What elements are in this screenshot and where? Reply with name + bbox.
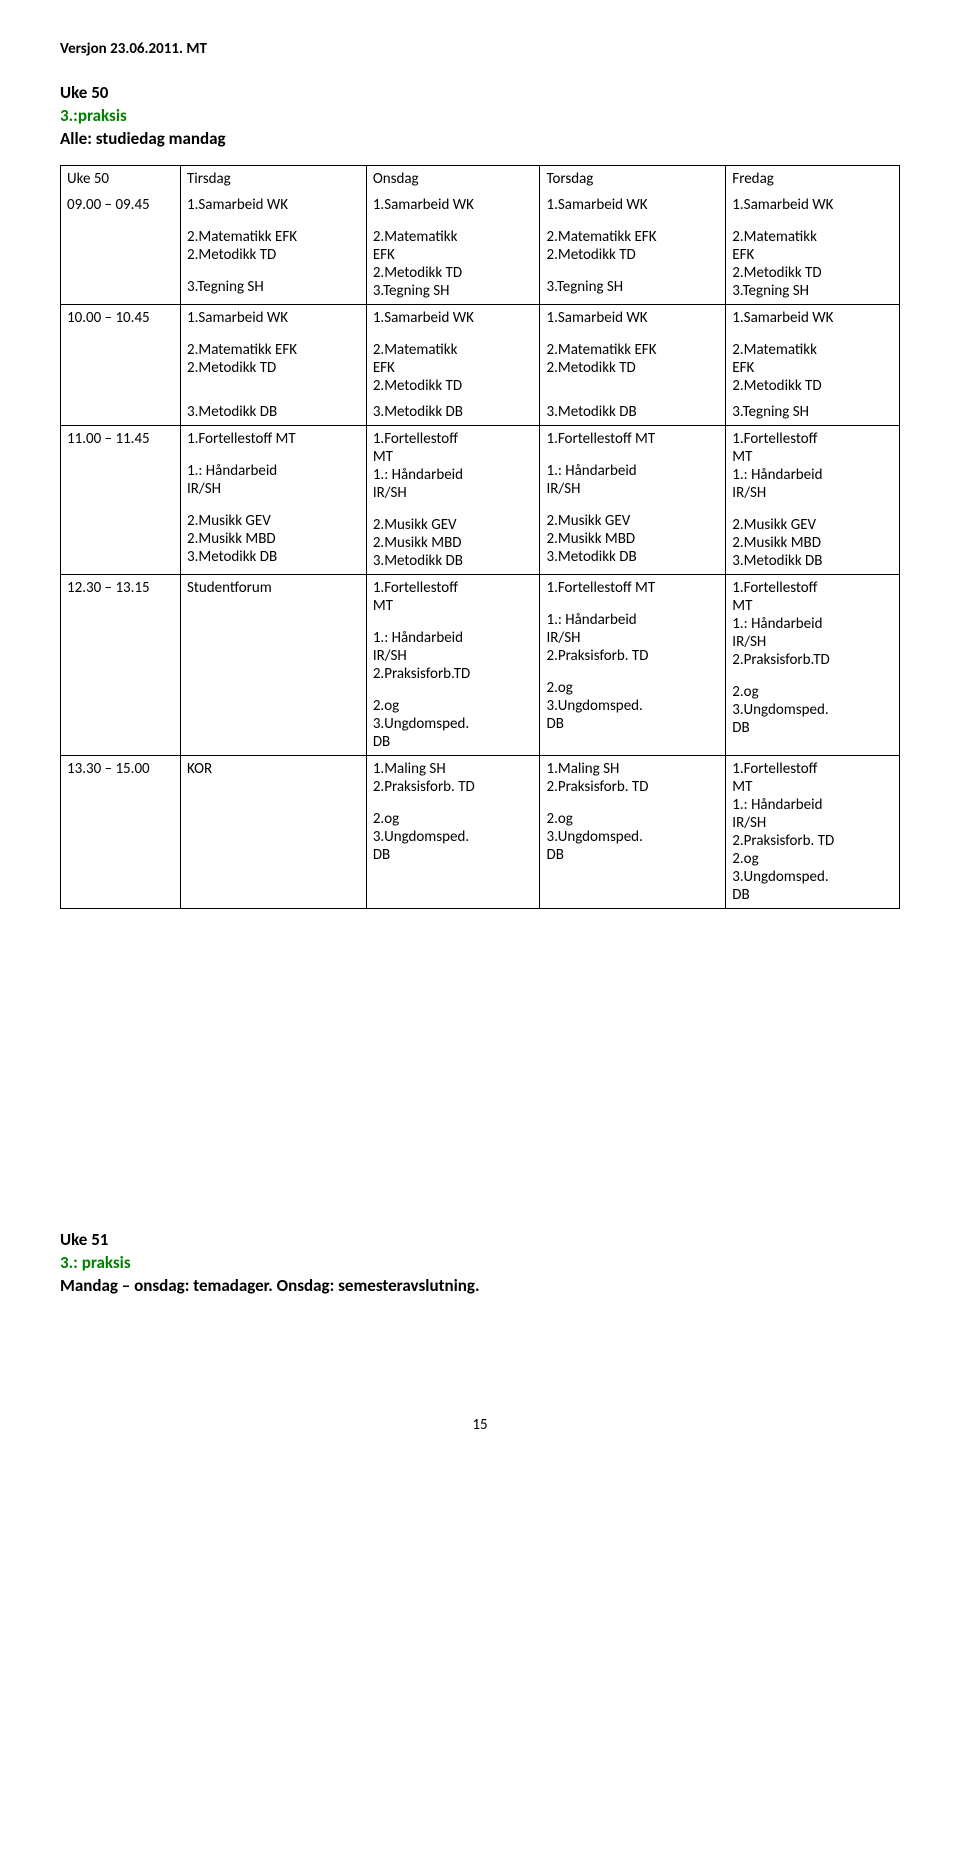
- table-row: 11.00 – 11.45 1.Fortellestoff MT 1.: Hån…: [61, 426, 900, 575]
- cell: 1.Fortellestoff MT 1.: Håndarbeid IR/SH …: [540, 575, 726, 756]
- cell: 1.Samarbeid WK 2.Matematikk EFK 2.Metodi…: [181, 305, 367, 400]
- col-header: Onsdag: [366, 166, 540, 193]
- cell: 1.Maling SH 2.Praksisforb. TD 2.og 3.Ung…: [540, 756, 726, 909]
- uke51-title: Uke 51: [60, 1229, 900, 1250]
- time-cell: 09.00 – 09.45: [61, 192, 181, 305]
- cell: 1.Fortellestoff MT 1.: Håndarbeid IR/SH …: [366, 426, 540, 575]
- time-cell: 11.00 – 11.45: [61, 426, 181, 575]
- uke51-sub: Mandag – onsdag: temadager. Onsdag: seme…: [60, 1275, 900, 1296]
- version-header: Versjon 23.06.2011. MT: [60, 40, 900, 58]
- cell: 3.Metodikk DB: [540, 399, 726, 426]
- table-row: 3.Metodikk DB 3.Metodikk DB 3.Metodikk D…: [61, 399, 900, 426]
- table-row: 12.30 – 13.15 Studentforum 1.Fortellesto…: [61, 575, 900, 756]
- cell: 1.Samarbeid WK 2.Matematikk EFK 2.Metodi…: [181, 192, 367, 305]
- cell: 1.Fortellestoff MT 1.: Håndarbeid IR/SH …: [181, 426, 367, 575]
- table-row: 10.00 – 10.45 1.Samarbeid WK 2.Matematik…: [61, 305, 900, 400]
- cell: 1.Fortellestoff MT 1.: Håndarbeid IR/SH …: [726, 756, 900, 909]
- cell: 1.Samarbeid WK 2.Matematikk EFK 2.Metodi…: [540, 192, 726, 305]
- cell: 1.Samarbeid WK 2.Matematikk EFK 2.Metodi…: [726, 305, 900, 400]
- uke50-praksis: 3.:praksis: [60, 105, 900, 126]
- uke51-praksis: 3.: praksis: [60, 1252, 900, 1273]
- cell: 1.Samarbeid WK 2.Matematikk EFK 2.Metodi…: [726, 192, 900, 305]
- cell: 1.Samarbeid WK 2.Matematikk EFK 2.Metodi…: [540, 305, 726, 400]
- uke50-sub: Alle: studiedag mandag: [60, 128, 900, 149]
- cell: 1.Samarbeid WK 2.Matematikk EFK 2.Metodi…: [366, 192, 540, 305]
- cell: 1.Fortellestoff MT 1.: Håndarbeid IR/SH …: [540, 426, 726, 575]
- cell: 3.Tegning SH: [726, 399, 900, 426]
- cell: KOR: [181, 756, 367, 909]
- cell: 1.Samarbeid WK 2.Matematikk EFK 2.Metodi…: [366, 305, 540, 400]
- col-header: Tirsdag: [181, 166, 367, 193]
- cell: 3.Metodikk DB: [181, 399, 367, 426]
- col-header: Uke 50: [61, 166, 181, 193]
- cell: Studentforum: [181, 575, 367, 756]
- schedule-table: Uke 50 Tirsdag Onsdag Torsdag Fredag 09.…: [60, 165, 900, 909]
- cell: 1.Fortellestoff MT 1.: Håndarbeid IR/SH …: [726, 426, 900, 575]
- col-header: Fredag: [726, 166, 900, 193]
- cell: 3.Metodikk DB: [366, 399, 540, 426]
- time-cell: 12.30 – 13.15: [61, 575, 181, 756]
- time-cell: 10.00 – 10.45: [61, 305, 181, 400]
- col-header: Torsdag: [540, 166, 726, 193]
- cell: 1.Fortellestoff MT 1.: Håndarbeid IR/SH …: [366, 575, 540, 756]
- time-cell: [61, 399, 181, 426]
- table-row: Uke 50 Tirsdag Onsdag Torsdag Fredag: [61, 166, 900, 193]
- page-number: 15: [60, 1416, 900, 1434]
- table-row: 09.00 – 09.45 1.Samarbeid WK 2.Matematik…: [61, 192, 900, 305]
- table-row: 13.30 – 15.00 KOR 1.Maling SH 2.Praksisf…: [61, 756, 900, 909]
- cell: 1.Fortellestoff MT 1.: Håndarbeid IR/SH …: [726, 575, 900, 756]
- cell: 1.Maling SH 2.Praksisforb. TD 2.og 3.Ung…: [366, 756, 540, 909]
- time-cell: 13.30 – 15.00: [61, 756, 181, 909]
- uke50-title: Uke 50: [60, 82, 900, 103]
